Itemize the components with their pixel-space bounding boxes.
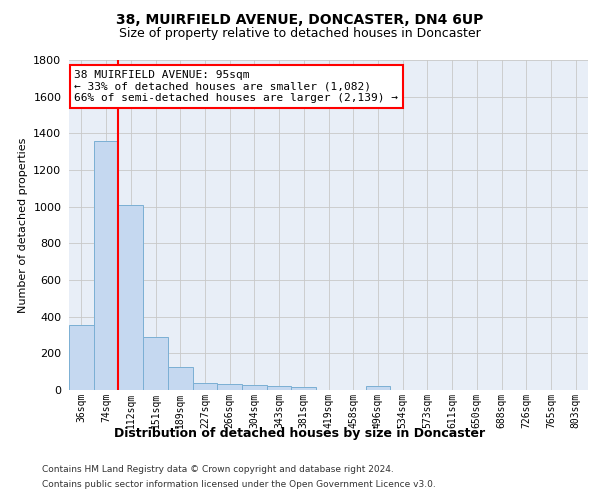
- Bar: [365, 386, 390, 390]
- Bar: [217, 384, 242, 390]
- Bar: [242, 384, 267, 390]
- Text: Contains public sector information licensed under the Open Government Licence v3: Contains public sector information licen…: [42, 480, 436, 489]
- Bar: [267, 386, 292, 390]
- Bar: [118, 205, 143, 390]
- Bar: [292, 387, 316, 390]
- Text: Size of property relative to detached houses in Doncaster: Size of property relative to detached ho…: [119, 28, 481, 40]
- Text: Contains HM Land Registry data © Crown copyright and database right 2024.: Contains HM Land Registry data © Crown c…: [42, 465, 394, 474]
- Text: 38 MUIRFIELD AVENUE: 95sqm
← 33% of detached houses are smaller (1,082)
66% of s: 38 MUIRFIELD AVENUE: 95sqm ← 33% of deta…: [74, 70, 398, 103]
- Bar: [69, 325, 94, 390]
- Y-axis label: Number of detached properties: Number of detached properties: [17, 138, 28, 312]
- Text: 38, MUIRFIELD AVENUE, DONCASTER, DN4 6UP: 38, MUIRFIELD AVENUE, DONCASTER, DN4 6UP: [116, 12, 484, 26]
- Text: Distribution of detached houses by size in Doncaster: Distribution of detached houses by size …: [115, 428, 485, 440]
- Bar: [143, 337, 168, 390]
- Bar: [193, 382, 217, 390]
- Bar: [94, 140, 118, 390]
- Bar: [168, 367, 193, 390]
